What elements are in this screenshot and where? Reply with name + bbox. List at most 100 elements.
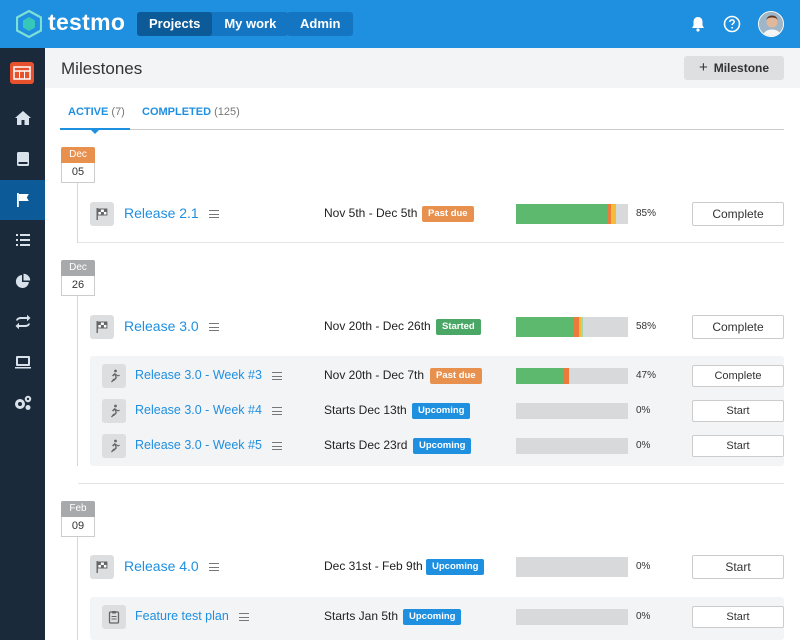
sidebar-item-settings[interactable]	[0, 383, 45, 423]
progress-bar	[516, 403, 628, 419]
sidebar-item-milestones[interactable]	[0, 180, 45, 220]
tab-completed-label: COMPLETED	[142, 106, 212, 118]
runner-icon	[102, 399, 126, 423]
sidebar-item-sessions[interactable]	[0, 342, 45, 382]
date-badge-month: Dec	[61, 147, 95, 163]
tab-active[interactable]: ACTIVE (7)	[68, 106, 125, 118]
tab-completed-count: (125)	[214, 106, 240, 118]
tab-active-count: (7)	[111, 106, 125, 118]
sidebar-item-reports[interactable]	[0, 261, 45, 301]
milestone-name-link[interactable]: Release 3.0 - Week #3	[135, 368, 262, 382]
progress-percent: 85%	[636, 208, 657, 219]
bell-icon[interactable]	[688, 14, 708, 34]
status-badge: Past due	[430, 368, 482, 384]
start-button[interactable]: Start	[692, 435, 784, 457]
flag-icon	[90, 202, 114, 226]
status-badge: Upcoming	[412, 403, 471, 419]
menu-icon[interactable]	[272, 372, 282, 380]
nav-admin[interactable]: Admin	[287, 12, 354, 36]
milestone-name-link[interactable]: Release 3.0 - Week #5	[135, 438, 262, 452]
milestone-dates: Nov 5th - Dec 5th	[324, 206, 418, 220]
status-badge: Started	[436, 319, 481, 335]
group-divider	[78, 483, 784, 484]
date-badge-day: 09	[61, 517, 95, 537]
milestone-dates: Starts Dec 23rd	[324, 438, 408, 452]
date-badge: Feb 09	[61, 501, 95, 537]
main-nav: Projects My work	[137, 12, 289, 36]
milestone-name-link[interactable]: Release 3.0 - Week #4	[135, 403, 262, 417]
milestone-name-link[interactable]: Feature test plan	[135, 609, 229, 623]
nav-my-work[interactable]: My work	[224, 16, 277, 31]
app-name[interactable]: testmo	[48, 9, 126, 35]
complete-button[interactable]: Complete	[692, 315, 784, 339]
menu-icon[interactable]	[209, 210, 219, 218]
group-divider	[78, 242, 784, 243]
user-avatar[interactable]	[758, 11, 784, 37]
progress-bar	[516, 368, 628, 384]
progress-segment	[564, 368, 569, 384]
runner-icon	[102, 364, 126, 388]
progress-segment	[516, 317, 575, 337]
milestone-dates: Nov 20th - Dec 7th	[324, 368, 425, 382]
menu-icon[interactable]	[239, 613, 249, 621]
add-milestone-button[interactable]: + Milestone	[684, 56, 784, 80]
date-badge: Dec 05	[61, 147, 95, 183]
sidebar-item-dashboard[interactable]	[0, 98, 45, 138]
progress-segment	[580, 317, 584, 337]
help-icon[interactable]	[722, 14, 742, 34]
sidebar-item-repository[interactable]	[0, 139, 45, 179]
progress-percent: 47%	[636, 370, 657, 381]
milestone-dates: Nov 20th - Dec 26th	[324, 319, 431, 333]
timeline-line	[77, 537, 78, 640]
plus-icon: +	[698, 59, 708, 76]
runner-icon	[102, 434, 126, 458]
milestone-name-link[interactable]: Release 3.0	[124, 318, 199, 334]
add-milestone-label: Milestone	[713, 61, 770, 75]
date-badge: Dec 26	[61, 260, 95, 296]
milestone-name-link[interactable]: Release 4.0	[124, 558, 199, 574]
gears-icon	[14, 395, 31, 410]
menu-icon[interactable]	[209, 563, 219, 571]
avatar-image	[759, 12, 783, 36]
status-badge: Upcoming	[413, 438, 472, 454]
menu-icon[interactable]	[272, 407, 282, 415]
progress-segment	[516, 204, 607, 224]
start-button[interactable]: Start	[692, 606, 784, 628]
progress-segment	[606, 204, 612, 224]
timeline-line	[77, 296, 78, 466]
milestone-name-link[interactable]: Release 2.1	[124, 205, 199, 221]
status-badge: Past due	[422, 206, 474, 222]
status-badge: Upcoming	[426, 559, 485, 575]
progress-segment	[574, 317, 579, 337]
progress-bar	[516, 557, 628, 577]
progress-percent: 0%	[636, 405, 651, 416]
list-icon	[15, 234, 30, 246]
complete-button[interactable]: Complete	[692, 365, 784, 387]
page-title: Milestones	[61, 59, 143, 78]
complete-button[interactable]: Complete	[692, 202, 784, 226]
milestone-dates: Starts Jan 5th	[324, 609, 399, 623]
progress-bar	[516, 438, 628, 454]
nav-projects[interactable]: Projects	[137, 12, 213, 36]
status-badge: Upcoming	[403, 609, 462, 625]
start-button[interactable]: Start	[692, 400, 784, 422]
project-icon[interactable]	[10, 62, 34, 84]
timeline-line	[77, 183, 78, 243]
menu-icon[interactable]	[272, 442, 282, 450]
monitor-icon	[14, 356, 31, 369]
start-button[interactable]: Start	[692, 555, 784, 579]
tab-active-label: ACTIVE	[68, 106, 109, 118]
sidebar-item-runs[interactable]	[0, 220, 45, 260]
page-header: Milestones + Milestone	[45, 48, 800, 88]
progress-bar	[516, 204, 628, 224]
progress-percent: 0%	[636, 561, 651, 572]
date-badge-month: Dec	[61, 260, 95, 276]
sidebar-item-automation[interactable]	[0, 302, 45, 342]
tab-completed[interactable]: COMPLETED (125)	[142, 106, 240, 118]
home-icon	[14, 111, 31, 125]
flag-icon	[16, 193, 29, 207]
menu-icon[interactable]	[209, 323, 219, 331]
testmo-logo-icon[interactable]	[16, 10, 42, 38]
progress-segment	[516, 368, 565, 384]
book-icon	[16, 152, 29, 166]
